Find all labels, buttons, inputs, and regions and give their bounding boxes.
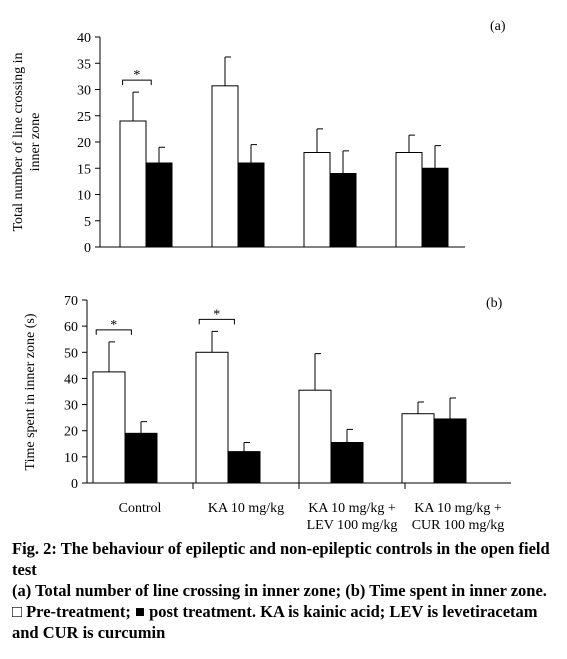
y-tick-label: 30: [64, 399, 78, 414]
bar: [330, 441, 364, 484]
panel-label: (a): [490, 19, 506, 34]
y-tick-label: 35: [77, 57, 91, 72]
bar: [145, 162, 173, 248]
caption: Fig. 2: The behaviour of epileptic and n…: [12, 538, 557, 643]
y-tick-label: 10: [64, 451, 78, 466]
y-tick-label: 60: [64, 320, 78, 335]
caption-outro: . KA is kainic acid; LEV is levetiraceta…: [12, 602, 538, 642]
bar: [119, 120, 147, 248]
y-tick-label: 20: [64, 425, 78, 440]
error-bar: [449, 397, 456, 419]
significance-marker: *: [133, 68, 140, 83]
bar: [124, 432, 158, 484]
error-bar: [346, 428, 353, 443]
caption-body: (a) Total number of line crossing in inn…: [12, 580, 557, 643]
y-tick-label: 50: [64, 346, 78, 361]
legend-post: post treatment: [149, 602, 252, 621]
caption-intro: (a) Total number of line crossing in inn…: [12, 581, 547, 621]
y-tick-label: 10: [77, 189, 91, 204]
error-bar: [158, 146, 165, 163]
error-bar: [211, 330, 218, 353]
x-tick-label: KA 10 mg/kg: [208, 501, 284, 516]
significance-marker: *: [213, 307, 220, 322]
y-tick-label: 20: [77, 136, 91, 151]
panel-label: (b): [486, 296, 503, 311]
bar: [401, 413, 435, 484]
y-tick-label: 0: [71, 477, 78, 492]
x-tick-label: KA 10 mg/kg + CUR 100 mg/kg: [412, 501, 505, 532]
legend-pre: Pre-treatment: [26, 602, 126, 621]
caption-title: Fig. 2: The behaviour of epileptic and n…: [12, 539, 550, 579]
bar: [421, 167, 449, 248]
error-bar: [316, 128, 323, 153]
x-tick-label: Control: [119, 501, 162, 516]
significance-marker: *: [110, 318, 117, 333]
error-bar: [314, 353, 321, 391]
bar: [92, 371, 126, 484]
bar: [303, 152, 331, 248]
x-tick-label: KA 10 mg/kg + LEV 100 mg/kg: [307, 501, 398, 532]
figure: 0 5 10 15 20 25 30 35 40 (a) Total number of line …: [11, 19, 511, 533]
bar: [395, 152, 423, 248]
bar: [195, 351, 229, 484]
error-bar: [434, 145, 441, 169]
bar: [227, 451, 261, 484]
y-tick-label: 15: [77, 162, 91, 177]
significance-bracket: [95, 329, 132, 335]
y-tick-label: 70: [64, 294, 78, 309]
y-axis-label: Total number of line crossing in inner zo…: [11, 52, 43, 231]
caption-between: ; ■: [125, 602, 145, 621]
significance-bracket: [198, 318, 235, 325]
error-bar: [224, 56, 231, 86]
bar: [433, 418, 467, 484]
y-tick-label: 40: [77, 31, 91, 46]
bar: [298, 389, 332, 484]
error-bar: [140, 421, 147, 434]
error-bar: [108, 341, 115, 372]
significance-bracket: [122, 79, 152, 86]
bar: [237, 162, 265, 248]
error-bar: [342, 150, 349, 174]
y-tick-label: 5: [84, 215, 91, 230]
error-bar: [132, 91, 139, 121]
error-bar: [250, 144, 257, 163]
error-bar: [417, 401, 424, 414]
error-bar: [408, 134, 415, 153]
y-tick-label: 40: [64, 372, 78, 387]
y-axis-label: Time spent in inner zone (s): [23, 313, 38, 470]
bar: [211, 85, 239, 248]
y-tick-label: 25: [77, 110, 91, 125]
y-tick-label: 30: [77, 84, 91, 99]
error-bar: [243, 441, 250, 452]
bar: [329, 173, 357, 248]
y-tick-label: 0: [84, 241, 91, 256]
